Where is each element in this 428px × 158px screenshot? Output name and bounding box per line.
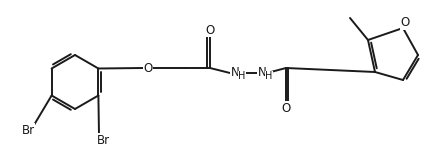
Text: N: N bbox=[258, 67, 266, 79]
Text: H: H bbox=[238, 71, 246, 81]
Text: Br: Br bbox=[96, 134, 110, 146]
Text: H: H bbox=[265, 71, 273, 81]
Text: N: N bbox=[231, 67, 239, 79]
Text: O: O bbox=[205, 24, 214, 36]
Text: O: O bbox=[143, 61, 153, 75]
Text: O: O bbox=[400, 16, 410, 30]
Text: O: O bbox=[281, 101, 291, 115]
Text: Br: Br bbox=[21, 124, 35, 137]
